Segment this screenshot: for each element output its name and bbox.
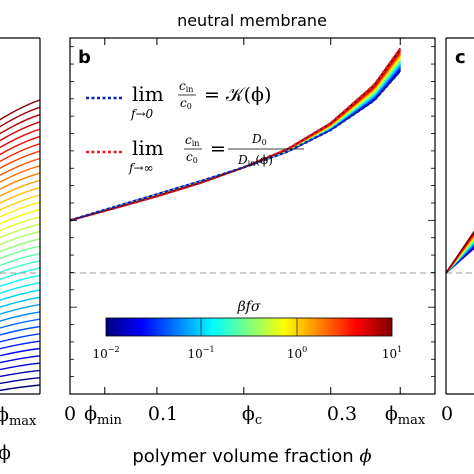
panel-a-xlabel: ϕ xyxy=(0,442,11,464)
panel-a-curve xyxy=(0,99,40,121)
panel-a-curve xyxy=(0,165,40,183)
family-curve xyxy=(70,52,401,222)
chart-title: neutral membrane xyxy=(177,11,327,30)
family-curve xyxy=(70,50,401,222)
family-curve xyxy=(70,56,401,222)
panel-a-curve xyxy=(0,340,40,350)
colorbar xyxy=(105,317,393,337)
panel-b-x-ticks xyxy=(69,38,401,394)
legend-f0-cin: cin xyxy=(179,79,193,94)
panel-a-curve xyxy=(0,245,40,260)
x-ticklabel-0.1: 0.1 xyxy=(148,403,178,425)
panel-a-curve xyxy=(0,267,40,281)
family-curve xyxy=(70,48,401,222)
x-ticklabel-phic: ϕc xyxy=(242,403,262,428)
family-curve xyxy=(70,53,401,222)
panel-a-curve xyxy=(0,282,40,294)
colorbar-ticklabel-1: 101 xyxy=(382,345,402,361)
panel-c: c 0 xyxy=(441,37,474,425)
panel-a-curve xyxy=(0,179,40,197)
panel-b-label: b xyxy=(78,47,91,68)
panel-a-curve xyxy=(0,289,40,301)
panel-a-curve xyxy=(0,333,40,343)
panel-a-curve xyxy=(0,347,40,357)
family-curve xyxy=(70,55,401,222)
f-to-zero-limit-line xyxy=(70,70,402,222)
panel-c-curves xyxy=(446,230,474,274)
panel-a-curve xyxy=(0,121,40,142)
x-ticklabel-phimin: ϕmin xyxy=(84,403,122,428)
panel-a-curve xyxy=(0,303,40,315)
x-axis-label: polymer volume fraction ϕ xyxy=(132,446,371,467)
panel-a-curve xyxy=(0,135,40,156)
family-curve xyxy=(70,57,401,222)
panel-a-curve xyxy=(0,194,40,211)
panel-a-curve xyxy=(0,377,40,385)
colorbar-ticklabel-m1: 10−1 xyxy=(187,345,214,361)
panel-a-tick-phimax: ϕmax xyxy=(0,404,37,429)
panel-b: b lim f→0 cin c0 = 𝒦(ϕ) lim f→∞ cin c0 =… xyxy=(64,37,436,467)
legend-finf-D0: D0 xyxy=(251,132,267,147)
x-ticklabel-phimax: ϕmax xyxy=(385,403,426,428)
panel-a-curve xyxy=(0,172,40,190)
panel-a-curve xyxy=(0,384,40,392)
legend-finf-cin: cin xyxy=(185,133,199,148)
panel-a-curve xyxy=(0,128,40,149)
panel-a-curve xyxy=(0,325,40,336)
panel-a-curve xyxy=(0,187,40,204)
family-curve xyxy=(70,47,401,222)
panel-b-frame xyxy=(69,37,436,395)
panel-c-curve xyxy=(446,230,474,274)
panel-a-curve xyxy=(0,238,40,253)
panel-c-label: c xyxy=(455,47,466,68)
panel-a-curve xyxy=(0,296,40,308)
family-curve xyxy=(70,53,401,222)
colorbar-label: βfσ xyxy=(237,299,261,315)
family-curve xyxy=(70,51,401,222)
panel-a-curve xyxy=(0,274,40,288)
legend-finf-Din: Din(ϕ) xyxy=(237,153,273,168)
legend-f0-sub: f→0 xyxy=(130,107,153,121)
panel-c-tick-0: 0 xyxy=(441,403,453,425)
panel-a-curve xyxy=(0,318,40,329)
colorbar-ticklabel-m2: 10−2 xyxy=(92,345,119,361)
panel-a-curve xyxy=(0,113,40,135)
panel-a-curve xyxy=(0,106,40,128)
panel-a-curve xyxy=(0,355,40,364)
panel-a-curve xyxy=(0,362,40,371)
panel-a-curve xyxy=(0,150,40,170)
legend-finf-eq: = xyxy=(210,138,226,160)
panel-a-curve xyxy=(0,143,40,163)
panel-a-curve xyxy=(0,260,40,274)
panel-b-y-ticks xyxy=(70,46,435,395)
panel-a-curve xyxy=(0,216,40,232)
family-curve xyxy=(70,54,401,222)
family-curve xyxy=(70,50,401,222)
panel-a-curve xyxy=(0,230,40,246)
legend-f0-c0: c0 xyxy=(180,96,192,111)
panel-a: ϕmax ϕ xyxy=(0,37,41,464)
panel-a-curve xyxy=(0,252,40,267)
panel-b-curve-family xyxy=(70,47,401,222)
legend-finf-lim: lim xyxy=(132,136,164,160)
legend-finf-c0: c0 xyxy=(186,150,198,165)
panel-a-curve xyxy=(0,369,40,378)
legend-finf-sub: f→∞ xyxy=(128,161,154,175)
panel-a-curve xyxy=(0,208,40,225)
panel-a-curve xyxy=(0,311,40,322)
x-ticklabel-0.3: 0.3 xyxy=(327,403,357,425)
legend-f0-rhs: = 𝒦(ϕ) xyxy=(204,84,271,106)
colorbar-ticklabel-0: 100 xyxy=(287,345,307,361)
family-curve xyxy=(70,56,401,222)
panel-a-curve xyxy=(0,157,40,177)
panel-a-curve xyxy=(0,223,40,239)
panel-a-curve xyxy=(0,201,40,218)
x-ticklabel-0: 0 xyxy=(64,403,76,425)
f-to-infinity-limit-line xyxy=(70,47,402,222)
legend-f0-lim: lim xyxy=(132,82,164,106)
panel-a-curves xyxy=(0,99,40,392)
family-curve xyxy=(70,49,401,222)
